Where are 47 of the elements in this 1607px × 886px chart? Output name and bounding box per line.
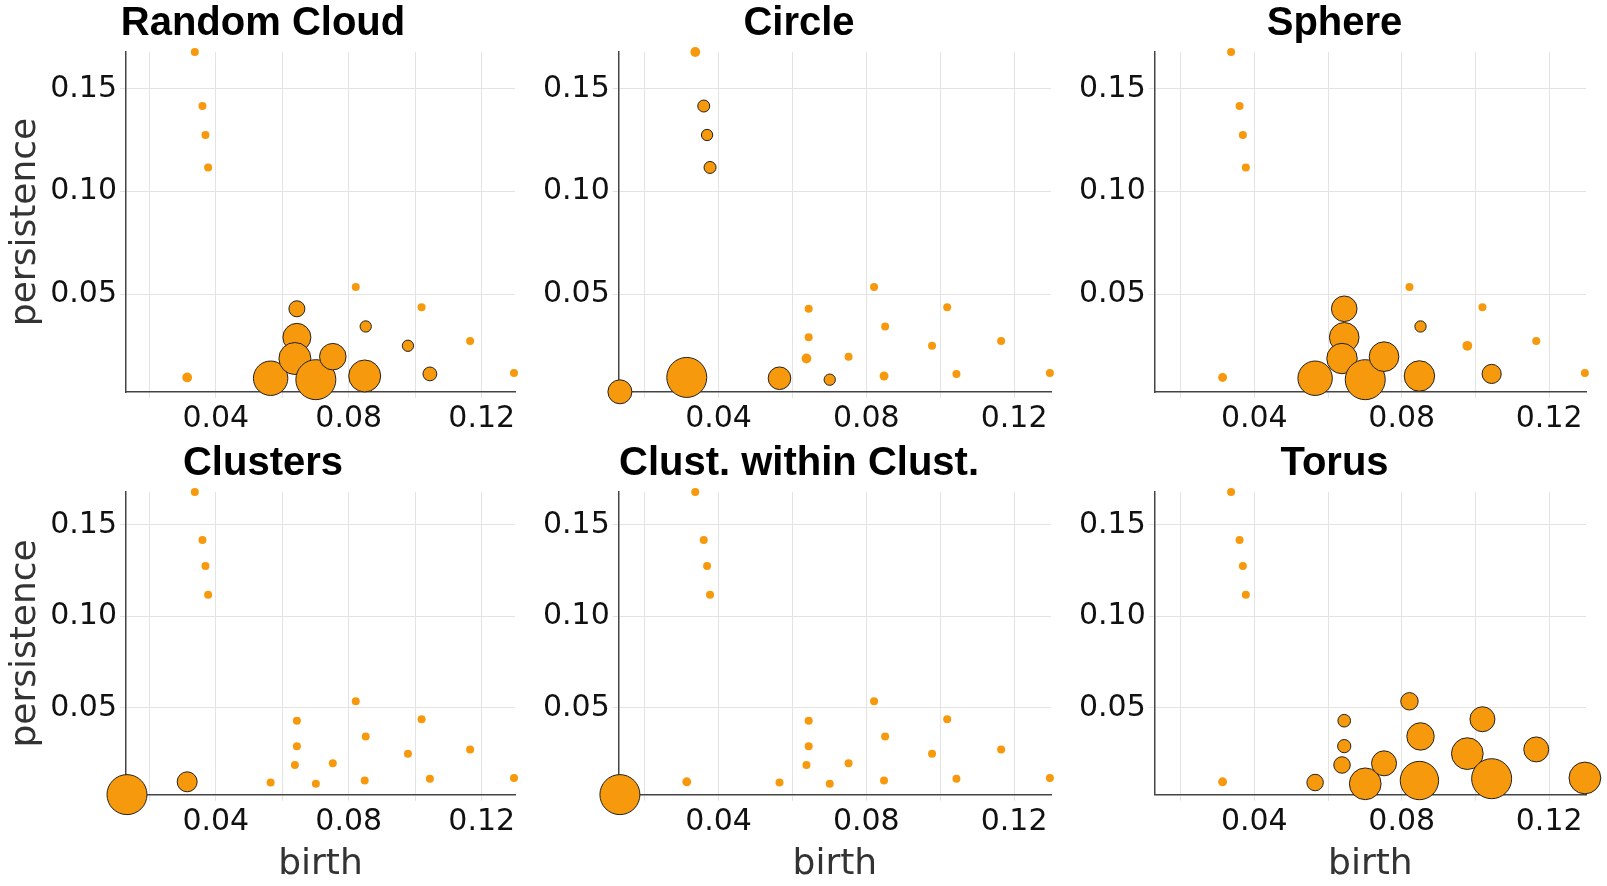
y-tick-label: 0.15: [50, 504, 117, 540]
y-tick-label: 0.15: [1079, 504, 1146, 540]
x-tick-label: 0.12: [1515, 398, 1583, 434]
chart-title: Sphere: [1266, 0, 1403, 44]
x-tick-label: 0.04: [1220, 801, 1288, 837]
y-axis-title: persistence: [1, 117, 43, 327]
y-tick-label: 0.15: [1079, 68, 1146, 104]
y-tick-label: 0.15: [543, 68, 610, 104]
x-tick-label: 0.04: [182, 801, 250, 837]
x-axis-title: birth: [792, 840, 878, 882]
x-tick-label: 0.04: [685, 801, 752, 837]
y-tick-label: 0.05: [543, 274, 610, 310]
x-axis-title: birth: [278, 840, 363, 882]
x-tick-label: 0.08: [832, 398, 900, 434]
chart-title: Clust. within Clust.: [619, 439, 979, 484]
chart-title: Clusters: [182, 439, 344, 484]
chart-title: Torus: [1280, 439, 1389, 484]
x-tick-label: 0.12: [1515, 801, 1583, 837]
x-tick-label: 0.08: [315, 398, 383, 434]
x-tick-label: 0.08: [1368, 398, 1436, 434]
chart-title: Circle: [743, 0, 855, 44]
x-tick-label: 0.12: [448, 801, 516, 837]
y-tick-label: 0.05: [1079, 687, 1146, 723]
y-tick-label: 0.10: [1079, 171, 1146, 207]
x-tick-label: 0.12: [448, 398, 516, 434]
x-tick-label: 0.12: [980, 801, 1048, 837]
x-tick-label: 0.12: [980, 398, 1048, 434]
x-axis-title: birth: [1328, 840, 1413, 882]
x-tick-label: 0.04: [182, 398, 250, 434]
y-tick-label: 0.10: [543, 171, 610, 207]
x-tick-label: 0.08: [832, 801, 900, 837]
x-tick-label: 0.08: [315, 801, 383, 837]
y-tick-label: 0.10: [50, 596, 117, 632]
y-tick-label: 0.10: [1079, 596, 1146, 632]
y-tick-label: 0.05: [50, 687, 117, 723]
x-tick-label: 0.08: [1368, 801, 1436, 837]
y-tick-label: 0.15: [50, 68, 117, 104]
y-tick-label: 0.10: [543, 596, 610, 632]
chart-title: Random Cloud: [120, 0, 406, 44]
x-tick-label: 0.04: [685, 398, 752, 434]
y-tick-label: 0.10: [50, 171, 117, 207]
x-tick-label: 0.04: [1220, 398, 1288, 434]
y-axis-title: persistence: [1, 539, 43, 748]
y-tick-label: 0.15: [543, 504, 610, 540]
y-tick-label: 0.05: [543, 687, 610, 723]
y-tick-label: 0.05: [1079, 274, 1146, 310]
y-tick-label: 0.05: [50, 274, 117, 310]
